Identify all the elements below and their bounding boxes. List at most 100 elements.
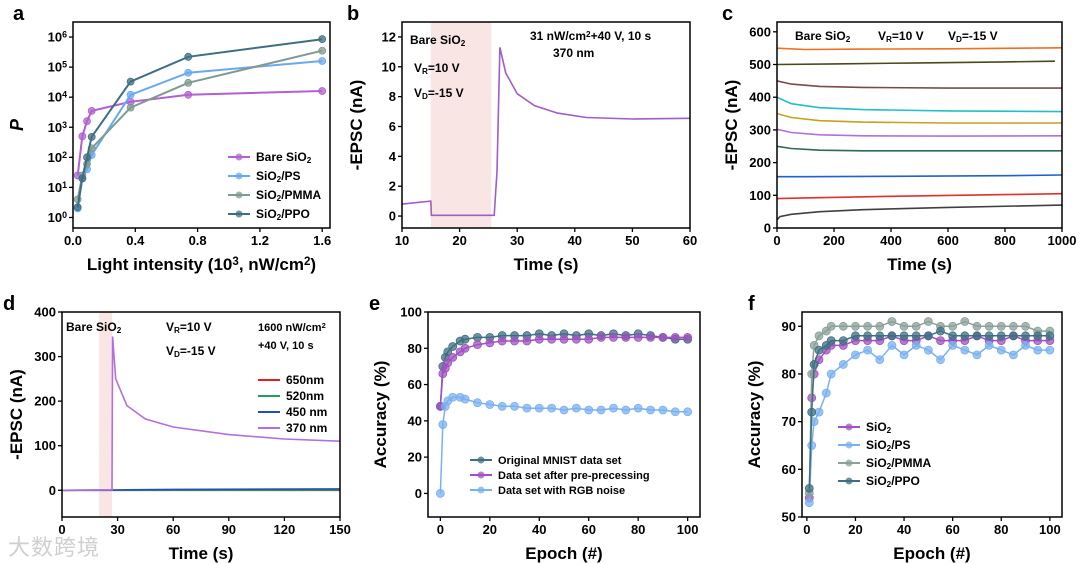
axes-frame [72,21,331,229]
data-point [936,336,945,346]
text-part: Time (s) [169,544,234,563]
text-part: 650nm [286,373,324,387]
data-point [838,360,848,369]
data-point [960,345,970,355]
legend-marker [845,459,853,467]
legend-marker [845,441,853,449]
text-part: Bare SiO [795,29,846,43]
x-tick-label: 0.8 [189,233,207,248]
data-point [448,352,458,362]
x-tick-label: 0 [803,522,810,537]
subscript: 2 [277,194,282,203]
text-part: Epoch (#) [525,544,602,563]
data-point [984,331,994,341]
panel-label: b [347,3,359,25]
text-part: +40 V, 10 s [591,29,652,43]
y-tick-label: 100 [749,188,771,203]
legend-marker [235,153,243,161]
data-point [318,87,327,95]
data-point [996,345,1006,355]
text-part: 1600 nW/cm [258,322,322,334]
legend-label: SiO2/PPO [866,474,920,489]
data-point [996,321,1006,331]
y-axis-label: Accuracy (%) [745,361,764,469]
data-point [887,317,897,326]
text-part: V [166,344,174,358]
panel-b: b 10 20 30 40 50 60 0 2 4 6 8 10 12 Time (s) -EPSC (nA)… [347,3,697,274]
data-point [510,401,519,411]
series-line-8 [777,192,1062,200]
annotation: Bare SiO2 [66,320,122,335]
text-part: SiO [866,420,887,434]
y-tick-label: 0 [49,483,56,498]
data-point [899,331,909,341]
text-part: 10 [48,120,62,135]
y-tick-label: 100 [400,305,422,320]
data-point [621,332,631,342]
text-part: Time (s) [887,255,952,274]
text-part: 70 [782,414,796,429]
data-point [126,103,135,112]
text-part: , nW/cm [239,255,304,274]
data-point [851,321,860,331]
text-part: 80 [408,341,422,356]
y-tick-label: 104 [48,90,67,105]
text-part: 370 nm [553,46,594,60]
data-point [875,331,885,341]
panel-f: f 0 20 40 60 80 100 50 60 70 80 90 Epoch (#) Accuracy… [745,293,1063,563]
text-part: 40 [408,413,422,428]
data-point [460,334,470,344]
text-part: V [414,61,422,75]
legend-label: SiO2 [866,420,892,435]
x-tick-label: 30 [110,522,124,537]
data-point [460,343,470,353]
legend-label: SiO2/PMMA [866,456,932,471]
y-tick-label: 400 [749,90,771,105]
data-point [972,331,982,341]
panel-label: e [369,293,380,315]
text-part: -EPSC (nA) [347,80,366,171]
y-tick-label: 4 [389,149,397,164]
data-point [485,338,495,348]
series-line-4 [777,112,1062,124]
axes-frame [801,311,1063,518]
text-part: =10 V [180,320,212,334]
data-point [87,106,96,115]
x-tick-label: 1000 [1048,233,1077,248]
x-tick-label: 400 [880,233,902,248]
legend-marker [235,210,243,218]
x-tick-label: 40 [568,233,582,248]
text-part: /PPO [281,207,310,221]
data-point [318,57,327,65]
text-part: 31 nW/cm [530,29,586,43]
x-axis-label: Time (s) [169,544,234,563]
annotation: VR=10 V [878,29,924,44]
data-point [814,407,824,417]
series-line-1 [76,60,323,209]
text-part: Original MNIST data set [498,455,622,467]
data-point [522,403,532,413]
annotation: VR=10 V [414,61,460,76]
data-point [1009,331,1018,341]
series-line-1 [808,344,1050,503]
text-part: Accuracy (%) [371,361,390,469]
text-part: SiO [866,474,887,488]
subscript: 2 [887,426,892,435]
watermark: 大数跨境 [8,536,101,561]
y-tick-label: 200 [749,155,771,170]
y-tick-label: 100 [48,210,67,225]
y-tick-label: 40 [408,413,422,428]
y-tick-label: 300 [34,349,56,364]
data-point [984,321,994,331]
text-part: 400 [34,305,56,320]
data-point [804,483,814,493]
data-point [1045,345,1055,355]
text-part: 10 [48,210,62,225]
y-tick-label: 101 [48,180,67,195]
legend-label: SiO2/PS [866,438,911,453]
data-point [984,340,994,350]
y-tick-label: 300 [749,122,771,137]
data-point [522,336,532,346]
text-part: 90 [782,319,796,334]
x-tick-label: 60 [581,522,595,537]
